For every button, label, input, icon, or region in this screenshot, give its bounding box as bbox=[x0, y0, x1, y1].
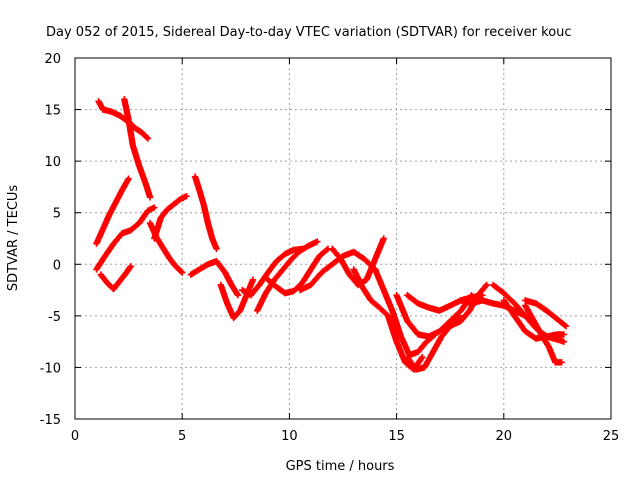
series-markers bbox=[121, 96, 154, 201]
data-layer bbox=[93, 96, 570, 373]
data-series bbox=[187, 257, 242, 299]
series-markers bbox=[447, 281, 490, 330]
series-markers bbox=[191, 173, 220, 253]
data-series bbox=[239, 245, 306, 299]
series-markers bbox=[522, 297, 570, 330]
series-markers bbox=[187, 257, 242, 299]
y-tick-label: 10 bbox=[44, 155, 61, 170]
series-markers bbox=[93, 204, 158, 273]
series-markers bbox=[329, 235, 387, 289]
data-series bbox=[93, 175, 132, 247]
data-series bbox=[522, 297, 570, 330]
series-markers bbox=[239, 245, 306, 299]
series-markers bbox=[264, 245, 332, 297]
y-tick-label: 5 bbox=[53, 207, 61, 222]
data-series bbox=[151, 193, 190, 242]
ticks: 0 5 10 15 20 25 -15 -10 -5 0 5 10 15 20 bbox=[40, 52, 620, 444]
y-tick-label: -10 bbox=[40, 361, 61, 376]
series-markers bbox=[500, 297, 568, 342]
data-series bbox=[522, 302, 565, 366]
x-axis-label: GPS time / hours bbox=[286, 459, 395, 474]
series-markers bbox=[146, 219, 186, 276]
x-tick-label: 20 bbox=[496, 429, 513, 444]
y-tick-label: -15 bbox=[40, 413, 61, 428]
x-tick-label: 0 bbox=[71, 429, 79, 444]
data-series bbox=[121, 96, 154, 201]
data-series bbox=[371, 266, 439, 359]
y-tick-label: 0 bbox=[53, 258, 61, 273]
y-axis-label: SDTVAR / TECUs bbox=[6, 185, 21, 292]
plot-frame bbox=[74, 57, 612, 420]
series-markers bbox=[93, 175, 132, 247]
series-markers bbox=[97, 263, 134, 293]
data-series bbox=[329, 235, 387, 289]
y-tick-label: 15 bbox=[44, 104, 61, 119]
data-series bbox=[500, 297, 568, 342]
data-series bbox=[350, 266, 426, 373]
x-tick-label: 15 bbox=[388, 429, 405, 444]
x-tick-label: 25 bbox=[603, 429, 620, 444]
data-series bbox=[264, 245, 332, 297]
chart-title: Day 052 of 2015, Sidereal Day-to-day VTE… bbox=[46, 25, 572, 40]
x-tick-label: 5 bbox=[178, 429, 186, 444]
series-markers bbox=[522, 302, 565, 366]
series-markers bbox=[371, 266, 439, 359]
data-series bbox=[217, 276, 257, 322]
data-series bbox=[191, 173, 220, 253]
data-series bbox=[447, 281, 490, 330]
x-tick-label: 10 bbox=[281, 429, 298, 444]
data-series bbox=[93, 204, 158, 273]
data-series bbox=[97, 263, 134, 293]
data-series bbox=[146, 219, 186, 276]
y-tick-label: -5 bbox=[48, 310, 61, 325]
y-tick-label: 20 bbox=[44, 52, 61, 67]
series-markers bbox=[350, 266, 426, 373]
series-markers bbox=[217, 276, 257, 322]
series-markers bbox=[151, 193, 190, 242]
